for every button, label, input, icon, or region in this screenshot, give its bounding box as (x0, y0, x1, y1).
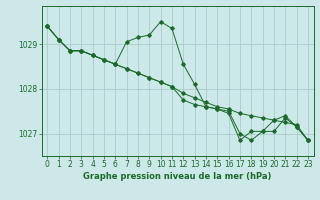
X-axis label: Graphe pression niveau de la mer (hPa): Graphe pression niveau de la mer (hPa) (84, 172, 272, 181)
